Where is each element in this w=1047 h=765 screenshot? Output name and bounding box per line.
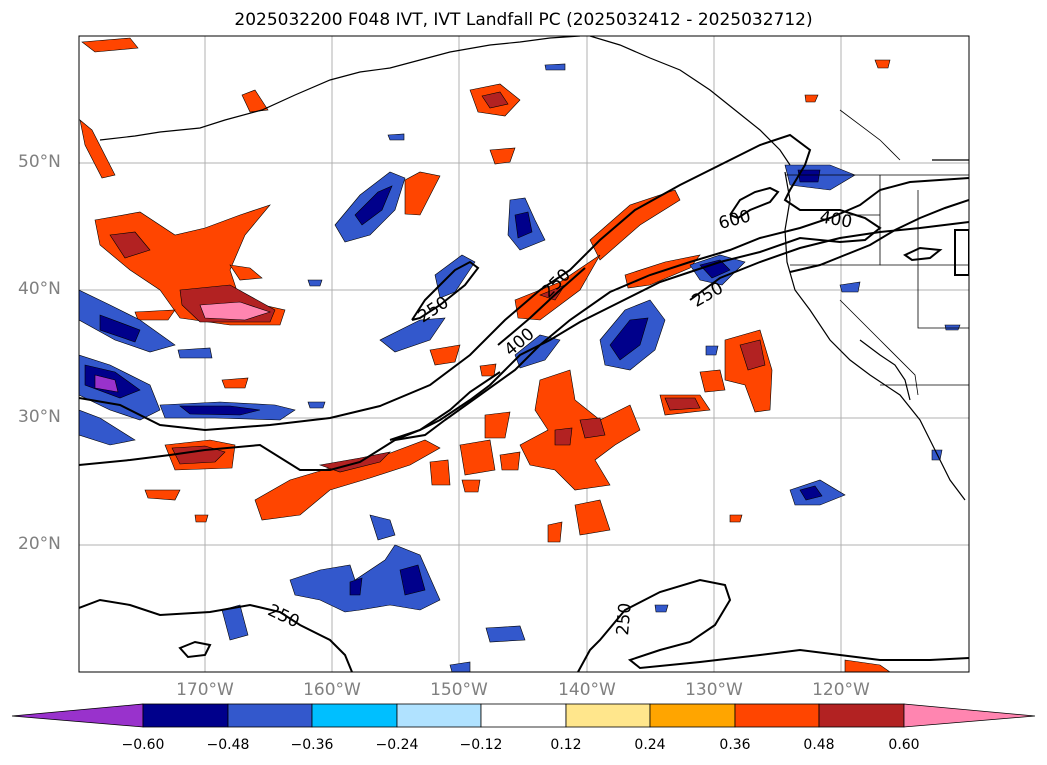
colorbar-segment	[142, 703, 229, 728]
map-panel	[79, 36, 969, 672]
colorbar-segment	[480, 703, 567, 728]
colorbar-tick-label: −0.48	[206, 737, 250, 753]
colorbar-tick-label: 0.24	[634, 737, 666, 753]
colorbar-segment	[649, 703, 736, 728]
lon-label: 140°W	[558, 680, 616, 700]
colorbar-segment	[565, 703, 651, 728]
contour-label: 600	[717, 206, 754, 234]
lon-label: 160°W	[303, 680, 361, 700]
negative-ivt-patches	[79, 63, 961, 672]
positive-ivt-patches	[79, 37, 891, 672]
colorbar-tick-label: 0.36	[719, 737, 751, 753]
colorbar-segment	[734, 703, 820, 728]
map-frame	[78, 35, 970, 673]
contour-label: 250	[613, 602, 636, 636]
colorbar-segment	[396, 703, 482, 728]
colorbar-tick-label: 0.48	[803, 737, 835, 753]
colorbar	[11, 703, 1036, 728]
colorbar-tick-label: −0.60	[121, 737, 165, 753]
colorbar-tick-label: −0.12	[459, 737, 503, 753]
colorbar-extend-high	[903, 703, 1036, 728]
map-title: 2025032200 F048 IVT, IVT Landfall PC (20…	[234, 10, 813, 30]
colorbar-extend-low	[11, 703, 144, 728]
lon-label: 170°W	[176, 680, 234, 700]
lon-label: 130°W	[685, 680, 743, 700]
contour-label: 250	[265, 601, 303, 633]
colorbar-tick-label: −0.24	[375, 737, 419, 753]
lat-label: 40°N	[18, 279, 61, 299]
colorbar-segment	[227, 703, 313, 728]
lon-label: 150°W	[430, 680, 488, 700]
lat-label: 50°N	[18, 152, 61, 172]
lat-label: 20°N	[18, 534, 61, 554]
lat-label: 30°N	[18, 407, 61, 427]
lon-label: 120°W	[812, 680, 870, 700]
colorbar-segment	[818, 703, 905, 728]
colorbar-tick-label: 0.60	[888, 737, 920, 753]
colorbar-tick-label: 0.12	[550, 737, 582, 753]
coastlines	[99, 36, 969, 501]
colorbar-tick-label: −0.36	[290, 737, 334, 753]
contour-label: 400	[818, 207, 853, 232]
ivt-contours	[79, 133, 969, 672]
colorbar-segment	[311, 703, 398, 728]
